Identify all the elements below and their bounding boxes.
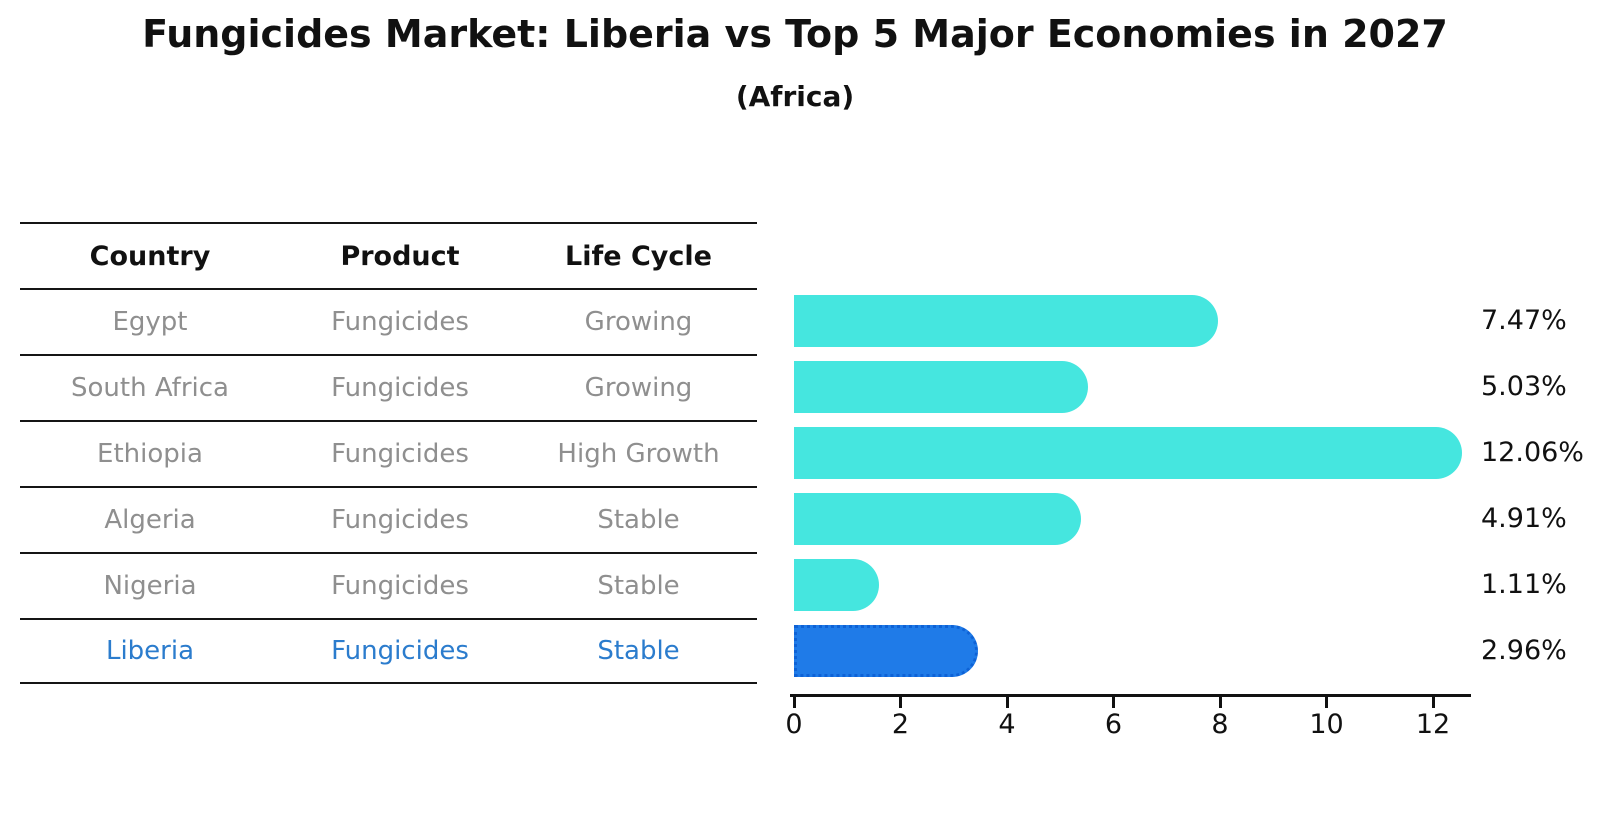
x-axis-tick-label-8: 8 [1211, 709, 1229, 740]
bar-value-labels: 7.47% 5.03% 12.06% 4.91% 1.11% 2.96% [1481, 288, 1604, 684]
cell-life-cycle: Stable [597, 505, 680, 535]
x-axis-tick-2 [899, 697, 902, 708]
cell-product: Fungicides [331, 505, 469, 535]
cell-life-cycle: High Growth [557, 439, 720, 469]
bar-ethiopia [794, 427, 1462, 479]
bar-chart [794, 288, 1494, 684]
page-title: Fungicides Market: Liberia vs Top 5 Majo… [142, 12, 1448, 56]
cell-life-cycle: Growing [584, 307, 693, 337]
x-axis-tick-12 [1431, 697, 1435, 708]
cell-product: Fungicides [331, 571, 469, 601]
table-row-egypt: Egypt Fungicides Growing [20, 288, 757, 354]
header-product: Product [340, 240, 460, 272]
page-subtitle: (Africa) [735, 80, 855, 113]
x-axis: 0 2 4 6 8 10 12 [785, 694, 1480, 764]
bar-value-label-nigeria: 1.11% [1481, 569, 1567, 600]
x-axis-tick-label-0: 0 [785, 709, 803, 740]
x-axis-tick-label-6: 6 [1104, 709, 1123, 740]
table-row-nigeria: Nigeria Fungicides Stable [20, 552, 757, 618]
cell-country: South Africa [71, 373, 229, 403]
header-life-cycle: Life Cycle [565, 240, 712, 272]
x-axis-tick-0 [792, 697, 796, 708]
country-table: Country Product Life Cycle Egypt Fungicid… [20, 222, 757, 684]
cell-life-cycle: Growing [584, 373, 693, 403]
cell-country: Algeria [104, 505, 196, 535]
bar-value-label-liberia: 2.96% [1481, 635, 1567, 666]
bar-liberia [794, 625, 978, 677]
cell-product: Fungicides [331, 373, 469, 403]
bar-egypt [794, 295, 1218, 347]
cell-product: Fungicides [331, 307, 469, 337]
header-country: Country [89, 240, 211, 272]
table-row-ethiopia: Ethiopia Fungicides High Growth [20, 420, 757, 486]
x-axis-tick-8 [1218, 697, 1222, 708]
cell-country: Liberia [105, 636, 195, 666]
x-axis-tick-label-4: 4 [998, 709, 1016, 740]
cell-product: Fungicides [331, 636, 469, 666]
bar-value-label-egypt: 7.47% [1481, 305, 1567, 336]
bar-nigeria [794, 559, 879, 611]
cell-country: Ethiopia [97, 439, 203, 469]
x-axis-tick-4 [1005, 697, 1009, 708]
table-row-algeria: Algeria Fungicides Stable [20, 486, 757, 552]
bar-south-africa [794, 361, 1088, 413]
table-row-south-africa: South Africa Fungicides Growing [20, 354, 757, 420]
cell-life-cycle: Stable [597, 571, 680, 601]
x-axis-tick-label-12: 12 [1415, 709, 1451, 740]
cell-country: Egypt [112, 307, 188, 337]
x-axis-line [790, 694, 1471, 697]
table-header-row: Country Product Life Cycle [20, 222, 757, 288]
bar-value-label-algeria: 4.91% [1481, 503, 1567, 534]
cell-life-cycle: Stable [597, 636, 680, 666]
x-axis-tick-label-2: 2 [891, 709, 910, 740]
cell-country: Nigeria [103, 571, 197, 601]
x-axis-tick-6 [1112, 697, 1115, 708]
bar-value-label-south-africa: 5.03% [1481, 371, 1567, 402]
table-body: Egypt Fungicides Growing South Africa Fungic… [20, 288, 757, 684]
x-axis-tick-label-10: 10 [1309, 709, 1344, 740]
x-axis-tick-10 [1325, 697, 1328, 708]
table-row-liberia: Liberia Fungicides Stable [20, 618, 757, 684]
cell-product: Fungicides [331, 439, 469, 469]
bar-algeria [794, 493, 1081, 545]
bar-value-label-ethiopia: 12.06% [1481, 437, 1584, 468]
